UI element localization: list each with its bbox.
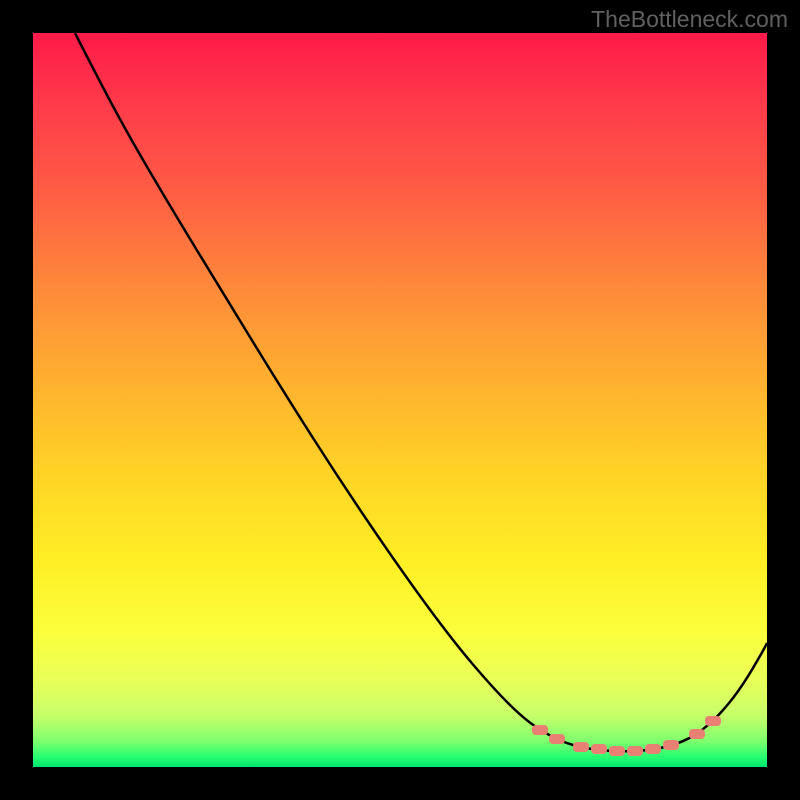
curve-marker (627, 746, 643, 756)
chart-frame (0, 0, 800, 800)
curve-marker (609, 746, 625, 756)
curve-markers (532, 716, 721, 756)
curve-marker (549, 734, 565, 744)
curve-marker (573, 742, 589, 752)
curve-marker (705, 716, 721, 726)
watermark-text: TheBottleneck.com (591, 6, 788, 33)
curve-marker (663, 740, 679, 750)
curve-marker (532, 725, 548, 735)
curve-marker (689, 729, 705, 739)
curve-marker (645, 744, 661, 754)
plot-area (33, 33, 767, 767)
bottleneck-curve (75, 33, 767, 751)
curve-layer (33, 33, 767, 767)
curve-marker (591, 744, 607, 754)
